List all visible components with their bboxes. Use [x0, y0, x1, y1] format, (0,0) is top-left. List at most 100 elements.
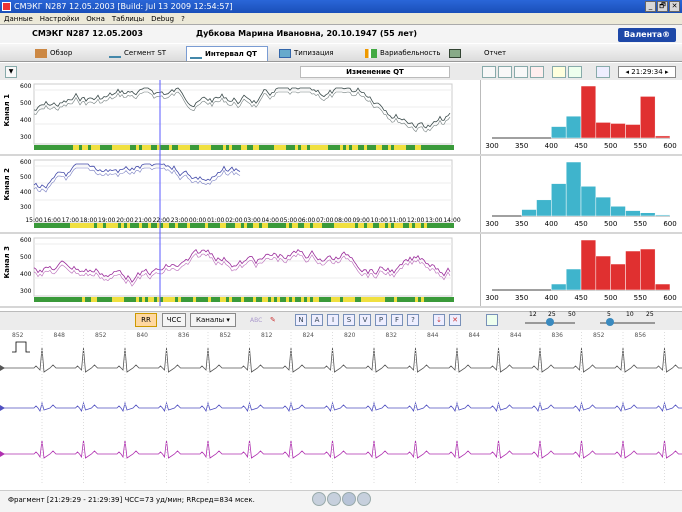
wave-mode-icon[interactable] — [514, 66, 528, 78]
activity-strip-cell — [403, 297, 406, 302]
time-tick-label: 01:00 — [207, 217, 224, 224]
activity-strip-cell — [388, 297, 391, 302]
hist-tick-label: 450 — [574, 142, 587, 150]
activity-strip-cell — [292, 297, 295, 302]
activity-strip-cell — [133, 145, 136, 150]
activity-strip-cell — [181, 145, 184, 150]
ecg-waveform[interactable] — [0, 330, 682, 490]
tab-variability[interactable]: Вариабельность — [362, 46, 452, 61]
activity-strip-cell — [118, 145, 121, 150]
activity-strip-cell — [334, 145, 337, 150]
dropdown-arrow-icon[interactable]: ▼ — [5, 66, 17, 78]
beat-f-button[interactable]: F — [391, 314, 403, 326]
activity-strip-cell — [106, 297, 109, 302]
activity-strip-cell — [451, 145, 454, 150]
menu-help[interactable]: ? — [181, 15, 185, 23]
activity-strip-cell — [43, 297, 46, 302]
menu-windows[interactable]: Окна — [86, 15, 105, 23]
activity-strip-cell — [70, 297, 73, 302]
zoom-icon[interactable] — [596, 66, 610, 78]
time-tick-label: 00:00 — [189, 217, 206, 224]
activity-strip-cell — [136, 297, 139, 302]
menu-tables[interactable]: Таблицы — [111, 15, 145, 23]
activity-strip-cell — [316, 223, 319, 228]
beat-unknown-button[interactable]: ? — [407, 314, 419, 326]
activity-strip-cell — [409, 297, 412, 302]
beat-a-button[interactable]: A — [311, 314, 323, 326]
tab-st-segment[interactable]: Сегмент ST — [106, 46, 176, 61]
activity-strip-cell — [343, 297, 346, 302]
beat-s-button[interactable]: S — [343, 314, 355, 326]
nav-first-icon[interactable] — [312, 492, 326, 506]
activity-strip-cell — [433, 297, 436, 302]
menu-data[interactable]: Данные — [4, 15, 33, 23]
export-icon[interactable] — [486, 314, 498, 326]
activity-strip-cell — [49, 223, 52, 228]
amplitude-slider-thumb[interactable] — [546, 318, 554, 326]
beat-v-button[interactable]: V — [359, 314, 371, 326]
activity-strip-cell — [37, 297, 40, 302]
close-button[interactable]: ✕ — [669, 1, 680, 12]
wave-mode-icon[interactable] — [482, 66, 496, 78]
activity-strip-cell — [241, 297, 244, 302]
tab-report[interactable]: Отчет — [446, 46, 506, 61]
beat-n-button[interactable]: N — [295, 314, 307, 326]
time-navigator[interactable]: ◂ 21:29:34 ▸ — [618, 66, 676, 78]
activity-strip-cell — [343, 145, 346, 150]
marker-icon[interactable]: ✎ — [270, 316, 276, 324]
delete-icon[interactable]: ✕ — [449, 314, 461, 326]
activity-strip-cell — [376, 223, 379, 228]
rr-button[interactable]: RR — [135, 313, 157, 327]
activity-strip-cell — [322, 297, 325, 302]
menu-settings[interactable]: Настройки — [39, 15, 80, 23]
y-tick: 500 — [20, 174, 32, 181]
activity-strip-cell — [205, 223, 208, 228]
channels-dropdown[interactable]: Каналы ▾ — [190, 313, 236, 327]
qt-histograms: 300 350 400 450 500 550 600 300 350 400 450 500 550 6… — [485, 85, 677, 302]
rr-interval-value: 832 — [385, 332, 397, 339]
activity-strip-cell — [433, 223, 436, 228]
activity-strip-cell — [385, 223, 388, 228]
nav-next-icon[interactable] — [357, 492, 371, 506]
abc-icon[interactable]: ABC — [250, 317, 263, 324]
tab-typing[interactable]: Типизация — [276, 46, 346, 61]
wave-mode-icon[interactable] — [498, 66, 512, 78]
export-icon[interactable] — [568, 66, 582, 78]
split-icon[interactable]: ⇣ — [433, 314, 445, 326]
speed-slider[interactable] — [600, 322, 655, 324]
histogram-bar — [551, 283, 567, 291]
cursor-icon[interactable] — [552, 66, 566, 78]
activity-strip-cell — [325, 145, 328, 150]
qt-trend-plot[interactable]: 15:00 16:00 17:00 18:00 19:00 20:00 21:00 22:00… — [0, 80, 480, 311]
play-icon[interactable] — [342, 492, 356, 506]
activity-strip-cell — [64, 223, 67, 228]
minimize-button[interactable]: _ — [645, 1, 656, 12]
menu-debug[interactable]: Debug — [151, 15, 175, 23]
beat-p-button[interactable]: P — [375, 314, 387, 326]
activity-strip-cell — [301, 145, 304, 150]
calibration-pulse — [12, 341, 30, 353]
activity-strip-cell — [88, 223, 91, 228]
activity-strip-cell — [427, 223, 430, 228]
activity-strip-cell — [202, 297, 205, 302]
restore-button[interactable]: 🗗 — [657, 1, 668, 12]
nav-prev-icon[interactable] — [327, 492, 341, 506]
activity-strip-cell — [436, 223, 439, 228]
activity-strip-cell — [220, 145, 223, 150]
hr-button[interactable]: ЧСС — [162, 313, 186, 327]
ecg-panel[interactable] — [0, 330, 682, 490]
activity-strip-cell — [154, 145, 157, 150]
edit-icon[interactable] — [530, 66, 544, 78]
speed-slider-thumb[interactable] — [606, 318, 614, 326]
activity-strip-cell — [418, 297, 421, 302]
activity-strip-cell — [331, 145, 334, 150]
activity-strip-cell — [373, 145, 376, 150]
activity-strip-cell — [337, 297, 340, 302]
activity-strip-cell — [382, 297, 385, 302]
tab-overview[interactable]: Обзор — [32, 46, 94, 61]
activity-strip-cell — [97, 297, 100, 302]
activity-strip-cell — [73, 223, 76, 228]
hist-tick-label: 300 — [485, 294, 498, 302]
tab-qt-interval[interactable]: Интервал QT — [186, 46, 268, 61]
beat-i-button[interactable]: I — [327, 314, 339, 326]
